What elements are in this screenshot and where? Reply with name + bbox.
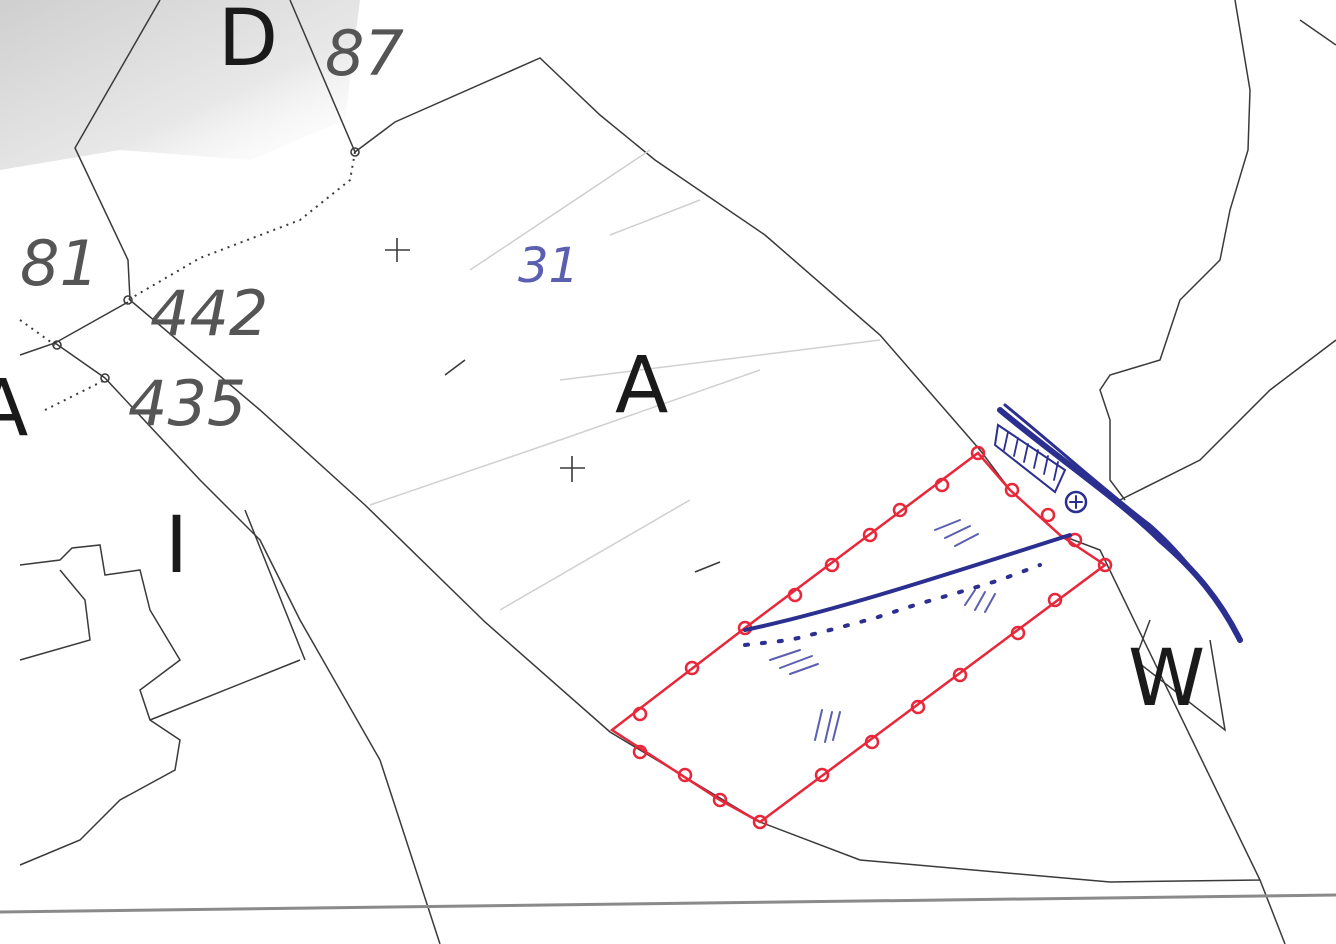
zone-letter-a-partial: A bbox=[0, 364, 28, 454]
boundary-line bbox=[289, 0, 356, 153]
right-boundary bbox=[1099, 0, 1251, 501]
scan-edge-line bbox=[0, 893, 1336, 914]
strip-line bbox=[244, 509, 306, 661]
zone-letter-i: I bbox=[165, 501, 188, 591]
parcel-i-boundary bbox=[19, 544, 181, 866]
scan-shadow bbox=[0, 0, 360, 170]
right-boundary bbox=[1134, 619, 1227, 732]
circled-plus bbox=[1064, 490, 1088, 514]
hand-hatch-bar bbox=[997, 407, 1243, 643]
parcel-number-81: 81 bbox=[20, 227, 99, 300]
parcel-number-87: 87 bbox=[325, 17, 404, 90]
zone-letter-d: D bbox=[218, 0, 278, 84]
hand-arrows bbox=[769, 519, 996, 743]
strip-line bbox=[54, 342, 441, 944]
parcel-number-442: 442 bbox=[150, 277, 268, 350]
parcel-i-boundary bbox=[149, 659, 301, 721]
zone-letter-a: A bbox=[615, 341, 668, 431]
right-boundary bbox=[1119, 339, 1336, 501]
blue-annotations bbox=[743, 403, 1243, 743]
dotted-boundary bbox=[44, 379, 106, 411]
right-boundary bbox=[1299, 19, 1336, 46]
red-survey-outline bbox=[609, 445, 1113, 830]
dotted-boundary bbox=[127, 151, 356, 301]
zone-letter-w: W bbox=[1128, 634, 1205, 724]
right-boundary bbox=[1259, 879, 1286, 944]
survey-marks bbox=[52, 147, 721, 573]
hand-dots bbox=[743, 563, 1042, 647]
strip-line bbox=[19, 301, 129, 356]
dotted-boundary bbox=[19, 319, 56, 346]
parcel-number-435: 435 bbox=[128, 367, 246, 440]
hatched-box bbox=[993, 423, 1067, 494]
hand-curve bbox=[743, 533, 1072, 632]
faint-subdivisions bbox=[369, 149, 881, 611]
parcel-i-boundary bbox=[19, 569, 91, 661]
handwritten-parcel-number: 31 bbox=[518, 238, 579, 294]
